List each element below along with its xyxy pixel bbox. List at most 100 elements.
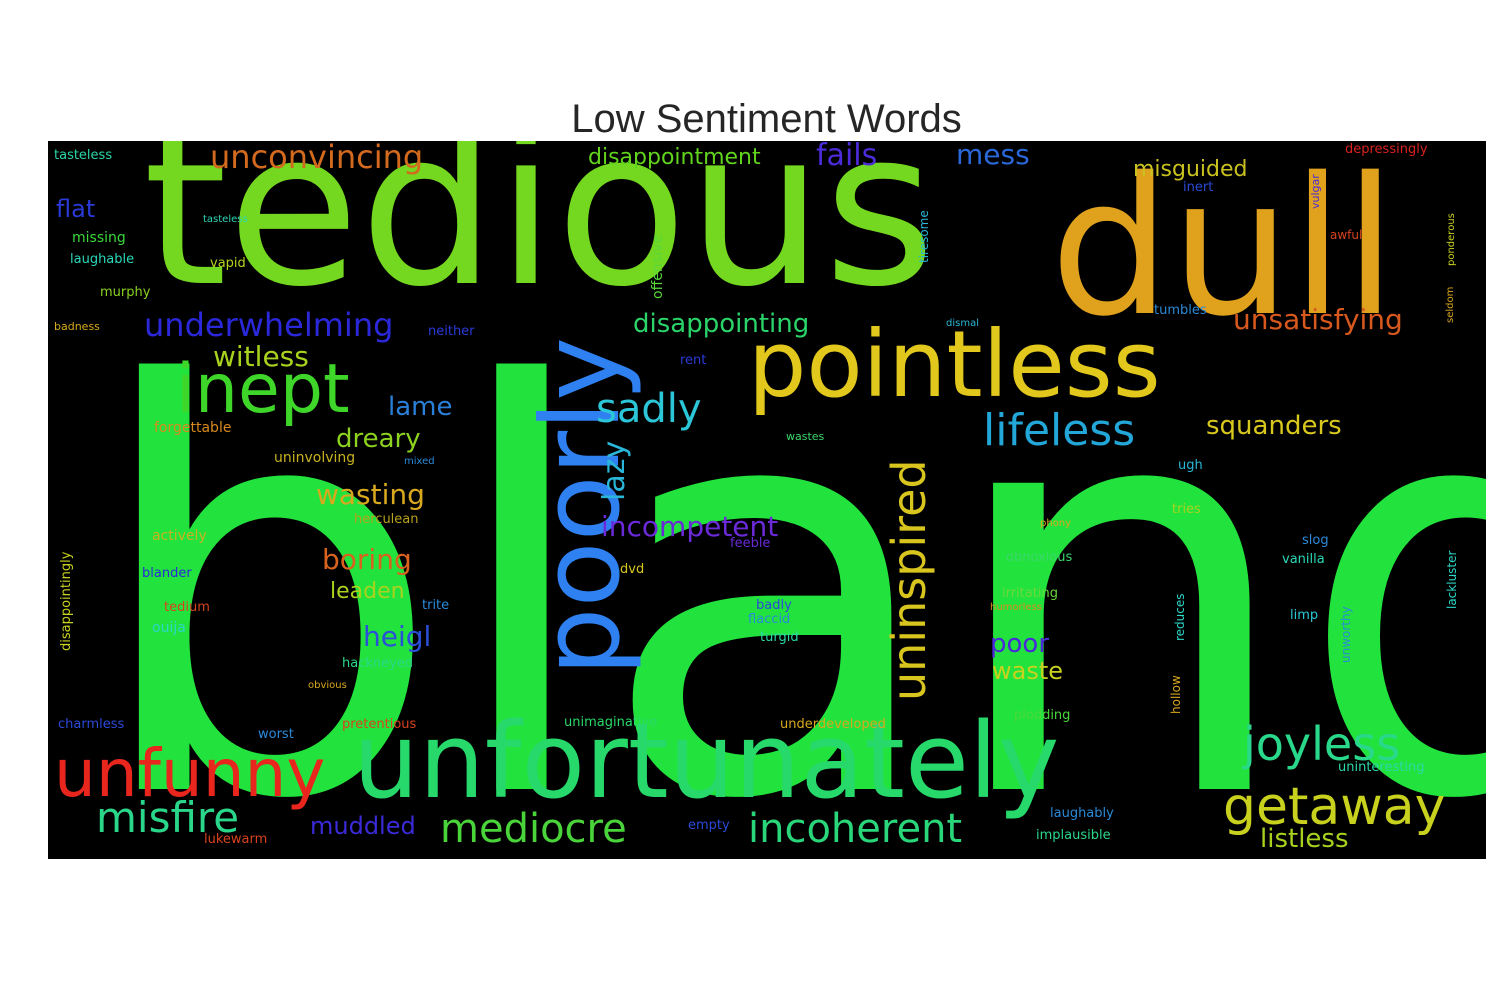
word-implausible: implausible [1036,828,1111,843]
word-unimaginative: unimaginative [564,715,658,730]
word-getaway: getaway [1223,777,1446,837]
word-tedium: tedium [164,600,210,615]
word-cloud: bland tedious dull pointless unfortunately po… [48,141,1486,859]
word-depressingly: depressingly [1345,142,1428,157]
word-bland: bland [88,270,1486,859]
figure-title: Low Sentiment Words [571,97,962,141]
word-hackneyed: hackneyed [342,656,414,671]
word-tasteless: tasteless [54,148,113,163]
word-inept: inept [176,350,350,429]
word-inert: inert [1183,180,1214,195]
word-badness: badness [54,320,100,333]
word-wasting: wasting [316,478,425,511]
word-offensive: offensive [650,235,666,299]
word-poor: poor [990,629,1050,659]
word-worst: worst [258,727,294,742]
word-forgettable: forgettable [154,420,232,436]
word-neither: neither [428,324,475,339]
word-disappointing: disappointing [633,309,810,339]
word-ouija: ouija [152,620,186,636]
word-plodding: plodding [1014,708,1071,723]
word-charmless: charmless [58,717,125,732]
word-dreary: dreary [336,424,421,454]
word-tumbles: tumbles [1154,303,1207,318]
word-muddled: muddled [310,812,416,840]
word-reduces: reduces [1173,593,1187,641]
word-lame: lame [388,392,453,422]
word-lifeless: lifeless [983,405,1136,456]
word-blander: blander [142,566,192,581]
word-leaden: leaden [330,579,405,604]
word-flat: flat [56,195,96,223]
word-tasteless: tasteless [203,214,248,225]
word-misguided: misguided [1133,157,1248,182]
word-lackluster: lackluster [1445,550,1459,609]
word-underdeveloped: underdeveloped [780,717,886,732]
word-limp: limp [1290,608,1319,623]
word-fails: fails [816,141,878,173]
word-tedious: tedious [143,141,936,334]
word-obnoxious: obnoxious [1006,550,1073,565]
word-flaccid: flaccid [748,612,791,627]
word-turgid: turgid [760,630,799,645]
word-uninspired: uninspired [882,459,936,701]
word-rent: rent [680,353,707,368]
word-vulgar: vulgar [1309,174,1322,209]
word-heigl: heigl [363,620,432,653]
word-murphy: murphy [100,285,151,300]
word-hollow: hollow [1169,675,1183,714]
word-underwhelming: underwhelming [144,306,394,344]
word-vapid: vapid [210,256,246,271]
word-slog: slog [1302,533,1329,548]
word-lukewarm: lukewarm [204,832,268,847]
word-unfunny: unfunny [54,735,326,812]
word-pretentious: pretentious [342,717,417,732]
word-unworthy: unworthy [1339,606,1353,663]
word-lazy: lazy [597,440,632,501]
word-badly: badly [756,598,792,613]
word-irritating: irritating [1002,586,1058,601]
word-unconvincing: unconvincing [210,141,424,176]
word-uninteresting: uninteresting [1338,760,1425,775]
word-joyless: joyless [1243,717,1401,771]
word-tiresome: tiresome [917,210,931,263]
word-unfortunately: unfortunately [353,700,1060,822]
word-wastes: wastes [786,430,825,443]
word-disappointment: disappointment [588,145,761,170]
word-awful: awful [1330,228,1363,242]
word-listless: listless [1260,824,1349,854]
word-obvious: obvious [308,680,347,691]
word-mess: mess [956,141,1030,171]
word-mixed: mixed [404,456,435,467]
word-ugh: ugh [1178,458,1203,473]
word-squanders: squanders [1206,411,1342,441]
word-humorless: humorless [990,602,1042,613]
word-feeble: feeble [730,536,771,551]
word-uninvolving: uninvolving [274,450,356,466]
word-phony: phony [1040,518,1072,529]
word-ponderous: ponderous [1446,213,1457,266]
word-incompetent: incompetent [601,510,779,543]
word-dvd: dvd [620,562,645,577]
word-missing: missing [72,230,126,246]
word-witless: witless [213,340,309,373]
word-vanilla: vanilla [1282,552,1325,567]
word-disappointingly: disappointingly [59,551,74,651]
word-sadly: sadly [596,386,702,432]
word-unsatisfying: unsatisfying [1233,303,1403,336]
word-tries: tries [1172,502,1201,517]
word-actively: actively [152,528,207,544]
word-trite: trite [422,598,450,613]
word-seldom: seldom [1445,286,1456,323]
word-incoherent: incoherent [748,806,963,852]
word-laughable: laughable [70,252,135,267]
word-boring: boring [322,543,412,576]
word-waste: waste [992,657,1064,685]
word-dismal: dismal [946,318,979,329]
word-empty: empty [688,818,730,833]
word-mediocre: mediocre [440,806,627,852]
word-laughably: laughably [1050,806,1114,821]
word-misfire: misfire [96,793,240,842]
word-dull: dull [1050,141,1397,358]
word-pointless: pointless [748,311,1161,418]
